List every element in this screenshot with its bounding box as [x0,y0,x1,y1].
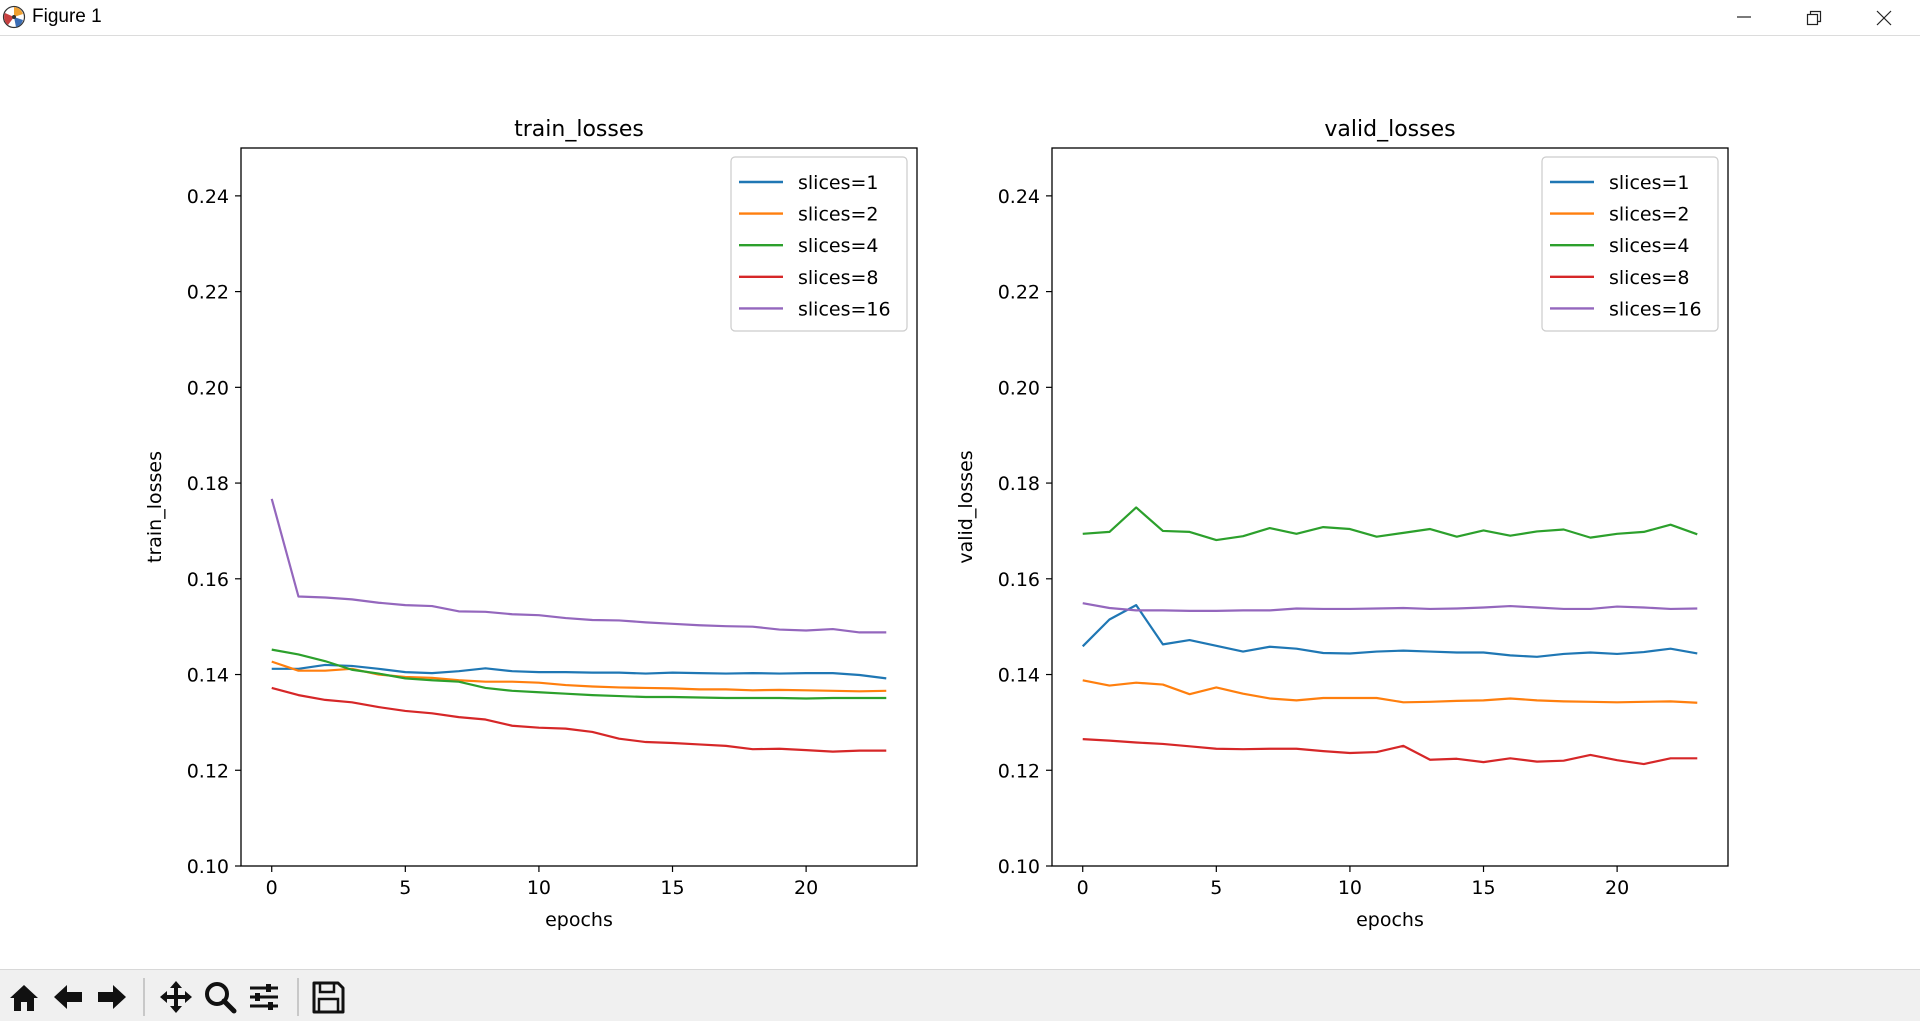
figure-svg: 0 5 10 15 20 0.10 0.12 0.14 0.16 0.18 0.20 0.22 0.24… [144,117,1729,931]
y-tick-label: 0.12 [998,760,1040,782]
restore-button[interactable] [1784,0,1844,35]
series-line-1 [271,663,887,680]
y-axis-label: train_losses [144,451,166,563]
series-line-3 [271,648,887,700]
y-tick-label: 0.16 [187,569,229,591]
y-tick-label: 0.18 [998,473,1040,495]
forward-button[interactable] [92,977,132,1017]
legend-label: slices=4 [798,235,879,257]
chart-2: 0 5 10 15 20 0.10 0.12 0.14 0.16 0.18 0.20 0.22 0.24… [955,117,1729,931]
x-tick-label: 10 [1338,877,1362,899]
matplotlib-icon [2,5,26,29]
save-icon [312,981,345,1014]
legend-frame [1541,156,1719,332]
legend-label: slices=8 [1609,267,1690,289]
close-icon [1876,10,1892,26]
x-tick-label: 0 [266,877,278,899]
forward-arrow-icon [98,985,126,1009]
zoom-button[interactable] [200,977,240,1017]
legend: slices=1 slices=2 slices=4 slices=8 slices=1… [1541,156,1719,332]
y-tick-label: 0.12 [187,760,229,782]
y-tick-label: 0.14 [998,665,1040,687]
x-tick-label: 15 [1471,877,1495,899]
zoom-icon [205,982,237,1014]
series-line-4 [1082,738,1698,766]
restore-icon [1806,10,1822,26]
toolbar-separator [297,978,299,1016]
pan-icon [160,981,192,1013]
y-axis-label: valid_losses [955,450,977,563]
series-line-4 [271,686,887,753]
legend: slices=1 slices=2 slices=4 slices=8 slices=1… [730,156,908,332]
title-bar: Figure 1 [0,0,1920,36]
series-line-5 [270,498,887,634]
x-tick-label: 20 [1605,877,1629,899]
series-line-5 [1082,602,1698,612]
legend-frame [730,156,908,332]
pan-button[interactable] [156,977,196,1017]
back-button[interactable] [48,977,88,1017]
x-tick-label: 15 [660,877,684,899]
home-button[interactable] [4,977,44,1017]
legend-label: slices=1 [1609,172,1690,194]
y-tick-label: 0.24 [998,186,1040,208]
legend-label: slices=1 [798,172,879,194]
y-tick-label: 0.20 [998,377,1040,399]
chart-title: train_losses [514,117,644,142]
chart-1: 0 5 10 15 20 0.10 0.12 0.14 0.16 0.18 0.20 0.22 0.24… [144,117,918,931]
home-icon [10,985,38,1011]
legend-label: slices=16 [798,298,891,320]
y-tick-label: 0.20 [187,377,229,399]
series-line-1 [1081,604,1698,658]
close-button[interactable] [1854,0,1914,35]
legend-label: slices=2 [798,204,879,226]
series-line-2 [271,660,887,693]
x-tick-label: 0 [1077,877,1089,899]
x-axis-label: epochs [545,909,613,931]
legend-label: slices=8 [798,267,879,289]
series-line-2 [1082,679,1698,704]
y-tick-label: 0.16 [998,569,1040,591]
x-tick-label: 10 [527,877,551,899]
legend-label: slices=2 [1609,204,1690,226]
y-tick-label: 0.18 [187,473,229,495]
save-button[interactable] [308,977,348,1017]
y-tick-label: 0.22 [187,282,229,304]
configure-subplots-icon [250,984,278,1010]
minimize-button[interactable] [1714,0,1774,35]
y-tick-label: 0.14 [187,665,229,687]
y-tick-label: 0.24 [187,186,229,208]
axes-frame [1051,147,1729,867]
figure-canvas[interactable]: 0 5 10 15 20 0.10 0.12 0.14 0.16 0.18 0.20 0.22 0.24… [0,36,1920,969]
chart-title: valid_losses [1324,117,1455,142]
toolbar-separator [143,978,145,1016]
y-tick-label: 0.22 [998,282,1040,304]
x-tick-label: 5 [1210,877,1222,899]
axes-frame [240,147,918,867]
window-title: Figure 1 [32,6,102,27]
y-tick-label: 0.10 [998,856,1040,878]
x-axis-label: epochs [1356,909,1424,931]
back-arrow-icon [54,985,82,1009]
minimize-icon [1737,16,1751,18]
configure-subplots-button[interactable] [244,977,284,1017]
navigation-toolbar [0,969,1920,1021]
y-tick-label: 0.10 [187,856,229,878]
x-tick-label: 20 [794,877,818,899]
series-line-3 [1082,506,1698,542]
legend-label: slices=16 [1609,298,1702,320]
legend-label: slices=4 [1609,235,1690,257]
x-tick-label: 5 [399,877,411,899]
